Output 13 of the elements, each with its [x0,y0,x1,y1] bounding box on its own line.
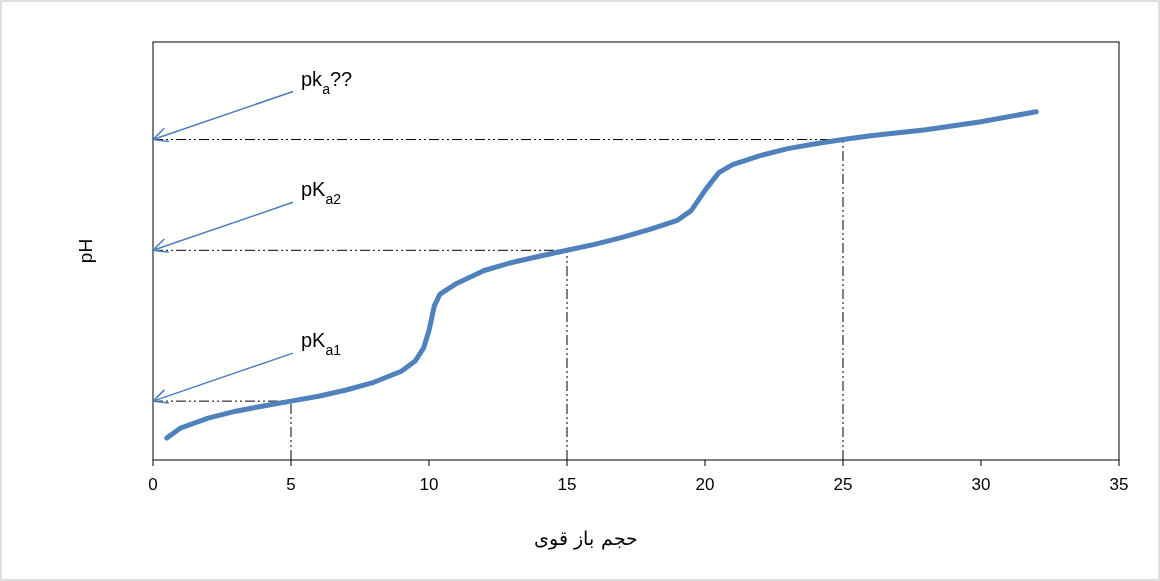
annotation: pK$_{a1}$ [301,329,342,359]
y-axis-title: pH [75,238,96,264]
annotation: pK$_{a2}$ [301,178,342,208]
x-tick-label: 20 [695,475,715,494]
x-tick-label: 15 [557,475,577,494]
x-tick-label: 5 [286,475,296,494]
annotation: pk$_{a}$?? [301,67,353,97]
x-tick-label: 0 [148,475,158,494]
x-tick-label: 10 [419,475,439,494]
x-tick-label: 30 [971,475,991,494]
x-tick-label: 25 [833,475,853,494]
x-axis-title: حجم باز قوی [534,527,638,550]
x-tick-label: 35 [1109,475,1129,494]
